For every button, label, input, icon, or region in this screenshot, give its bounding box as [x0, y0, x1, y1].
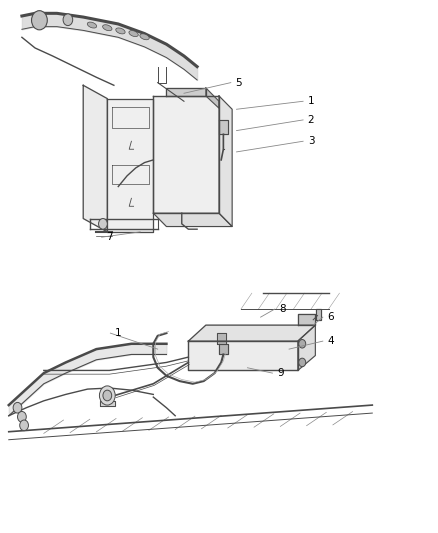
Ellipse shape	[140, 34, 149, 40]
Polygon shape	[298, 325, 315, 370]
Polygon shape	[166, 88, 206, 96]
Polygon shape	[83, 85, 107, 232]
Polygon shape	[107, 99, 153, 232]
Ellipse shape	[129, 30, 138, 37]
Text: 4: 4	[327, 336, 334, 346]
Circle shape	[103, 390, 112, 401]
Text: 7: 7	[106, 232, 113, 242]
Polygon shape	[316, 309, 321, 320]
Text: 8: 8	[279, 304, 286, 314]
Polygon shape	[153, 213, 232, 227]
Text: 1: 1	[307, 96, 314, 106]
Circle shape	[99, 219, 107, 229]
Text: 9: 9	[277, 368, 284, 378]
Ellipse shape	[87, 22, 97, 28]
Circle shape	[18, 411, 26, 422]
Circle shape	[99, 386, 115, 405]
Circle shape	[32, 11, 47, 30]
Circle shape	[63, 14, 73, 26]
Polygon shape	[206, 88, 219, 108]
Circle shape	[13, 402, 22, 413]
Polygon shape	[153, 96, 219, 213]
Text: 1: 1	[115, 328, 122, 338]
Polygon shape	[217, 333, 226, 344]
Circle shape	[20, 420, 28, 431]
Circle shape	[299, 340, 306, 348]
Text: 3: 3	[307, 136, 314, 146]
Polygon shape	[188, 325, 315, 341]
Circle shape	[299, 358, 306, 367]
Polygon shape	[219, 96, 232, 227]
Polygon shape	[219, 120, 228, 134]
Ellipse shape	[102, 25, 112, 31]
Text: 5: 5	[235, 78, 242, 87]
Text: 2: 2	[307, 115, 314, 125]
Text: 6: 6	[327, 312, 334, 322]
Polygon shape	[188, 341, 298, 370]
Polygon shape	[219, 344, 228, 354]
Polygon shape	[100, 401, 115, 406]
Ellipse shape	[116, 28, 125, 34]
Polygon shape	[298, 314, 315, 325]
